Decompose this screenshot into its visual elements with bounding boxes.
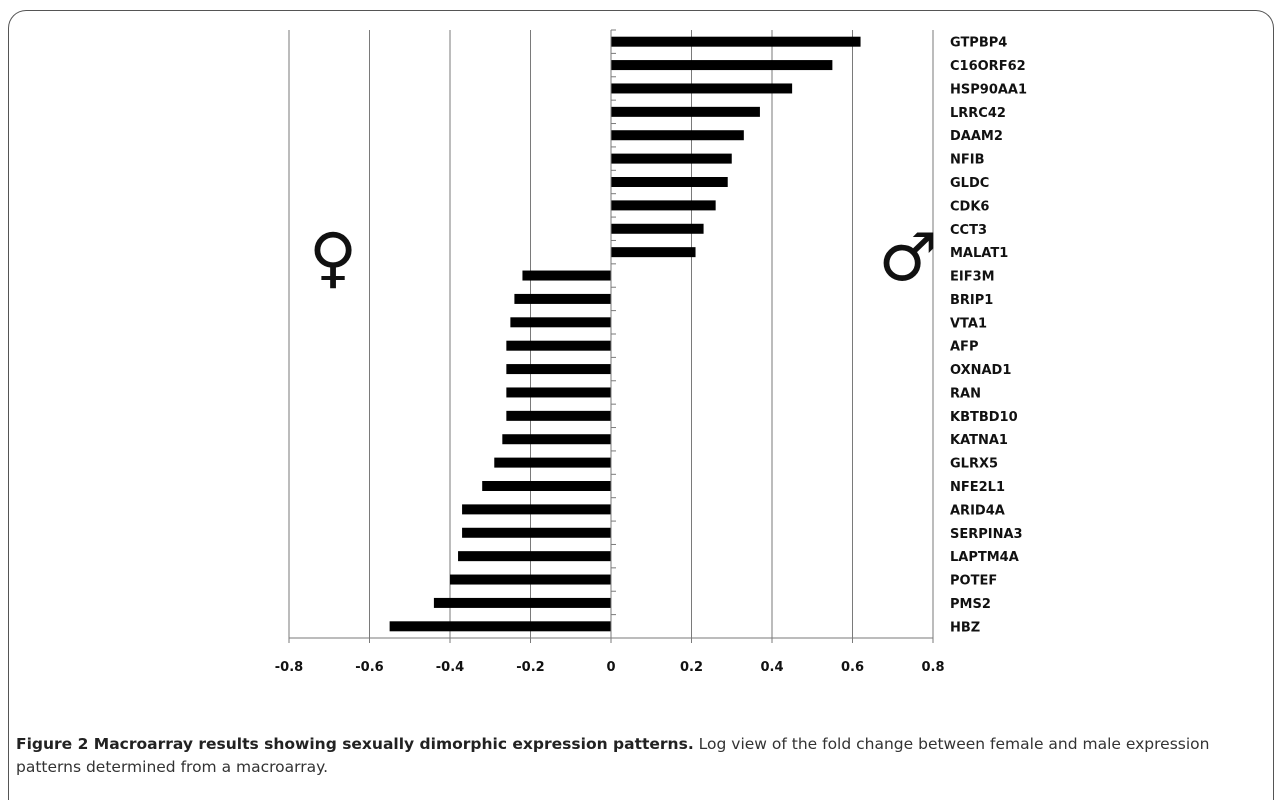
bar-chart: GTPBP4 C16ORF62 HSP90AA1 LRRC42 DAAM2 NFIB GLD… [275,29,1027,675]
gene-label: HBZ [950,620,980,635]
gene-label: RAN [950,386,981,401]
x-tick-label: 0.6 [841,660,864,675]
tick-labels: -0.8 -0.6 -0.4 -0.2 0 0.2 0.4 0.6 0.8 [275,660,945,675]
gene-label: AFP [950,340,978,355]
gene-label: KBTBD10 [950,410,1018,425]
bar [611,200,716,211]
gene-label: LRRC42 [950,106,1006,121]
x-tick-label: -0.8 [275,660,303,675]
bar [502,434,611,445]
bar [494,457,611,468]
bar [506,387,611,398]
gene-label: SERPINA3 [950,527,1023,542]
bar [611,60,833,71]
bar [611,177,728,187]
x-tick-label: 0.4 [760,660,783,675]
bar [510,317,611,328]
bar [611,153,732,164]
bar [514,293,611,304]
bar [506,364,611,375]
male-symbol: ♂ [878,219,937,296]
gene-label: MALAT1 [950,246,1008,261]
gene-label: BRIP1 [950,293,993,308]
gene-label: NFIB [950,153,985,168]
gene-label: ARID4A [950,503,1005,518]
x-tick-label: -0.4 [436,660,464,675]
bar [611,106,760,117]
gene-label: GLDC [950,176,989,191]
x-tick-label: 0.2 [680,660,703,675]
gene-label: DAAM2 [950,129,1003,144]
caption-text: Log view of the fold change between fema… [16,735,1210,776]
bar [462,527,611,538]
bars [389,36,861,632]
gene-label: GTPBP4 [950,36,1007,51]
figure-caption: Figure 2 Macroarray results showing sexu… [16,733,1256,779]
x-tick-label: -0.2 [516,660,544,675]
gene-label: EIF3M [950,270,995,285]
bar [611,83,793,94]
caption-title: Figure 2 Macroarray results showing sexu… [16,735,694,753]
gene-label: CDK6 [950,199,989,214]
bar [611,36,861,47]
x-tick-label: 0 [606,660,615,675]
gene-label: CCT3 [950,223,987,238]
bar [389,621,611,632]
bar [450,574,611,585]
bar [522,270,611,281]
bar [611,130,744,141]
bar [482,481,611,491]
bar [462,504,611,515]
bar [506,410,611,421]
x-tick-label: 0.8 [921,660,944,675]
female-symbol: ♀ [309,219,357,296]
gene-label: OXNAD1 [950,363,1011,378]
x-tick-label: -0.6 [355,660,383,675]
bar [611,247,696,258]
gene-label: VTA1 [950,316,987,331]
gene-label: KATNA1 [950,433,1008,448]
figure-frame [8,10,1274,800]
gene-label: PMS2 [950,597,991,612]
bar [458,551,611,562]
bar [433,597,611,608]
gene-label: POTEF [950,574,997,589]
gene-label: GLRX5 [950,457,998,472]
gene-label: C16ORF62 [950,59,1026,74]
bar [611,223,704,234]
gene-label: NFE2L1 [950,480,1005,495]
gene-label: LAPTM4A [950,550,1019,565]
category-labels: GTPBP4 C16ORF62 HSP90AA1 LRRC42 DAAM2 NFIB GLD… [950,36,1027,636]
gene-label: HSP90AA1 [950,82,1027,97]
bar [506,340,611,351]
axes [288,29,934,643]
